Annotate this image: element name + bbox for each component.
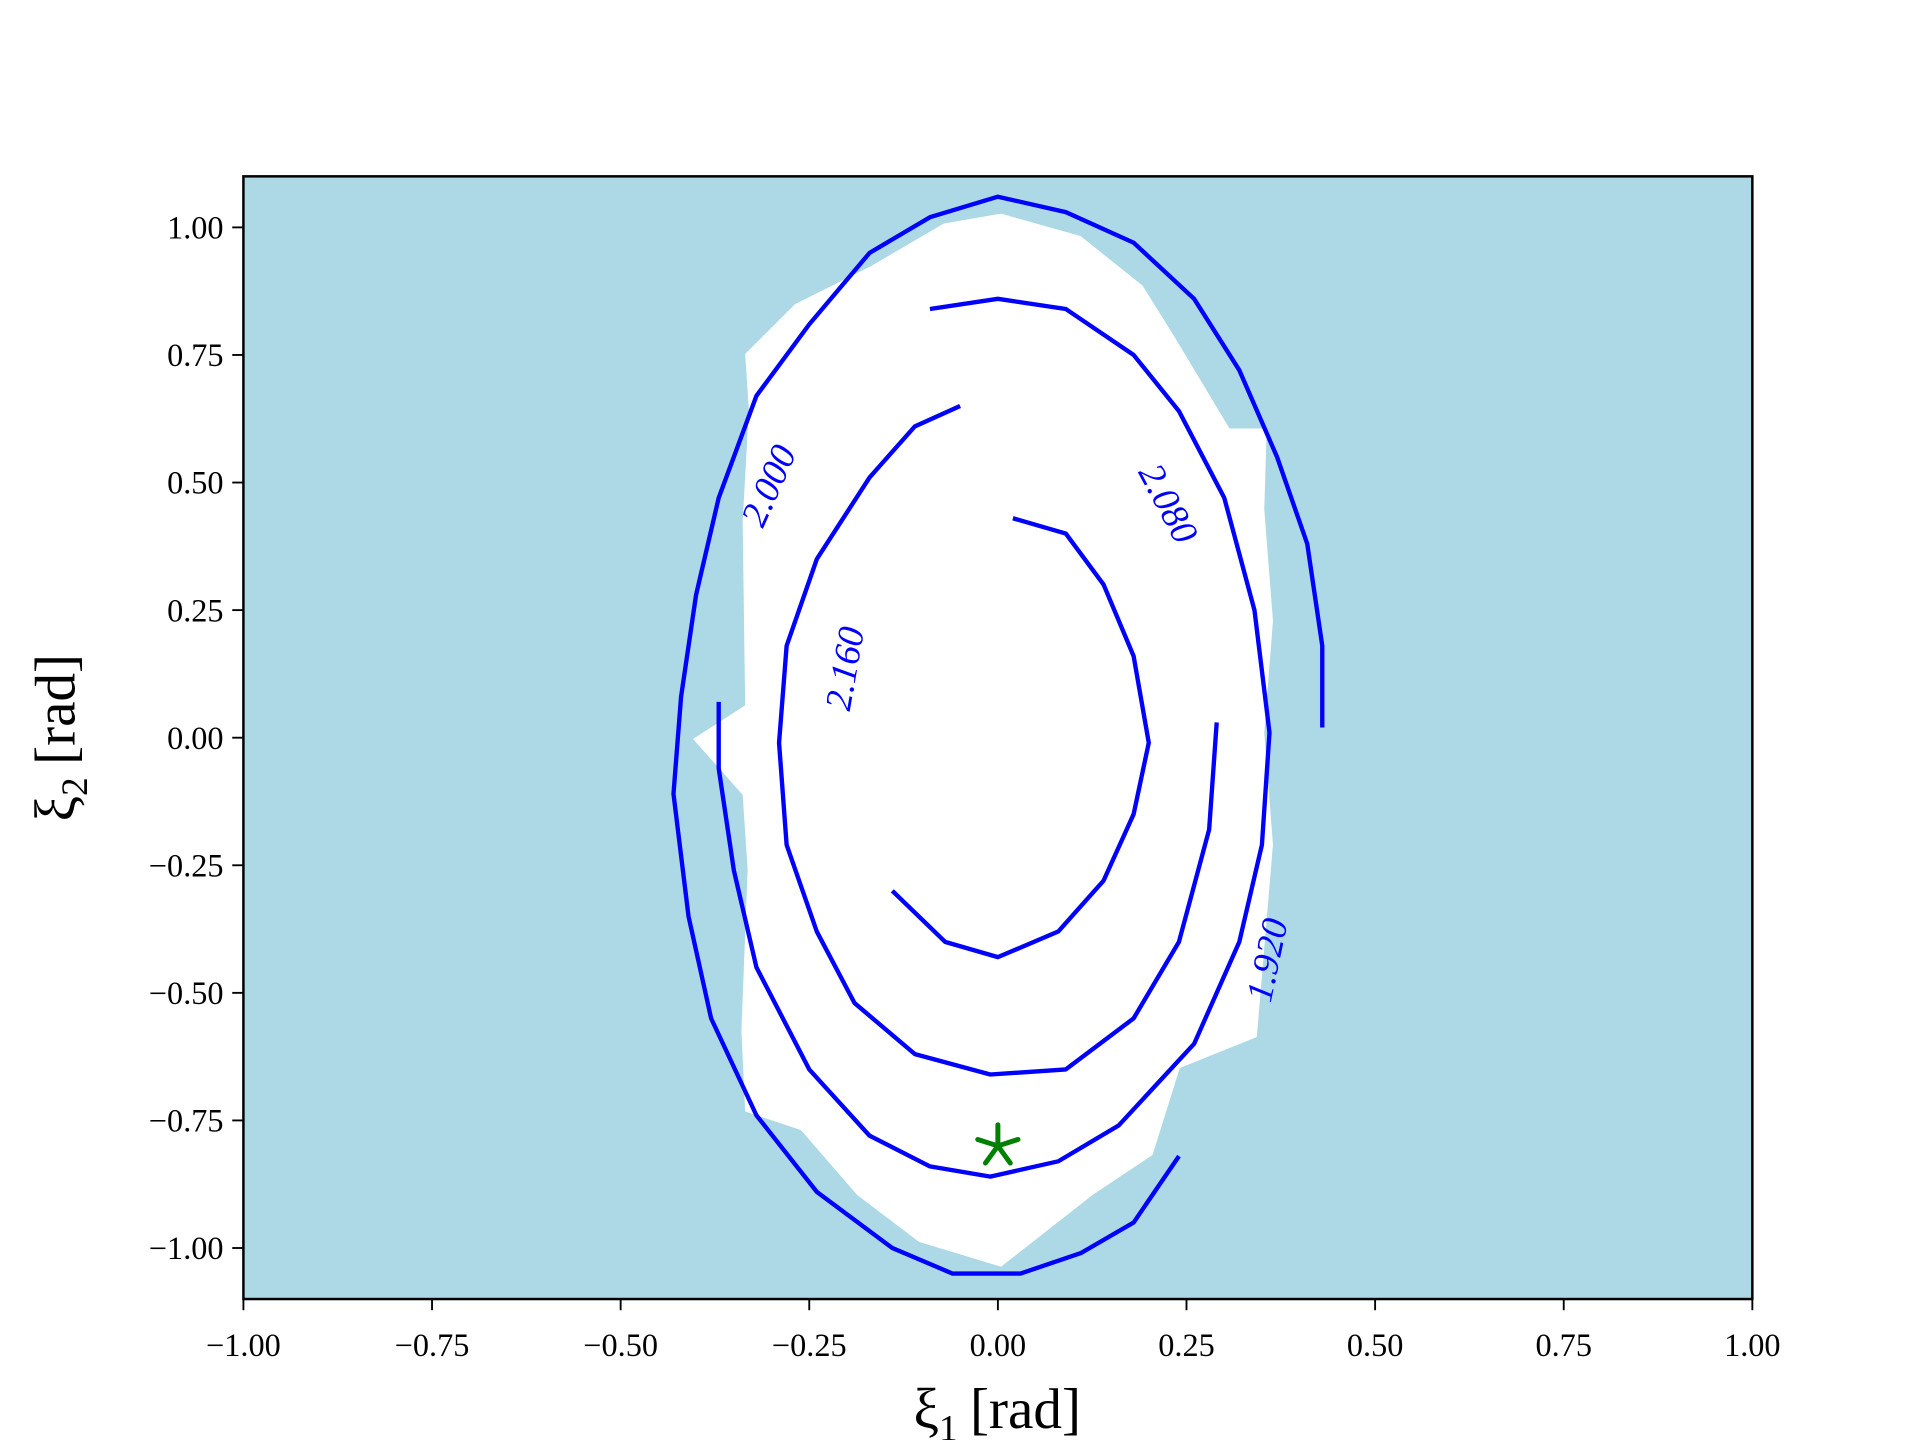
y-axis-label: ξ2 [rad]: [25, 654, 96, 821]
x-axis-label: ξ1 [rad]: [914, 1378, 1081, 1440]
contour-line: [890, 516, 1151, 960]
x-tick-label: 0.25: [1158, 1327, 1214, 1363]
star-marker: [975, 1122, 1021, 1166]
x-label-symbol: ξ: [914, 1378, 939, 1440]
y-tick-label: 0.25: [167, 592, 223, 628]
feasible-region: [692, 213, 1273, 1267]
x-label-subscript: 1: [939, 1409, 958, 1440]
y-tick-label: −1.00: [149, 1230, 224, 1266]
y-tick-label: −0.75: [149, 1103, 224, 1139]
x-label-unit: [rad]: [970, 1378, 1081, 1440]
contour-line: [671, 194, 1325, 1276]
x-tick-label: −0.50: [583, 1327, 658, 1363]
x-tick-label: −1.00: [206, 1327, 281, 1363]
x-tick-label: 1.00: [1724, 1327, 1780, 1363]
y-tick-label: 1.00: [167, 210, 223, 246]
x-tick-label: −0.25: [772, 1327, 847, 1363]
y-tick-label: −0.25: [149, 847, 224, 883]
y-label-symbol: ξ: [25, 796, 88, 821]
x-tick-label: −0.75: [395, 1327, 470, 1363]
y-tick-label: 0.75: [167, 337, 223, 373]
y-tick-label: 0.50: [167, 465, 223, 501]
x-tick-label: 0.00: [970, 1327, 1026, 1363]
x-tick-label: 0.50: [1347, 1327, 1403, 1363]
y-label-unit: [rad]: [25, 654, 88, 765]
contour-line: [716, 296, 1272, 1179]
y-tick-label: 0.00: [167, 720, 223, 756]
y-label-subscript: 2: [55, 777, 96, 796]
x-tick-label: 0.75: [1535, 1327, 1591, 1363]
y-tick-label: −0.50: [149, 975, 224, 1011]
contour-line: [776, 404, 1219, 1077]
